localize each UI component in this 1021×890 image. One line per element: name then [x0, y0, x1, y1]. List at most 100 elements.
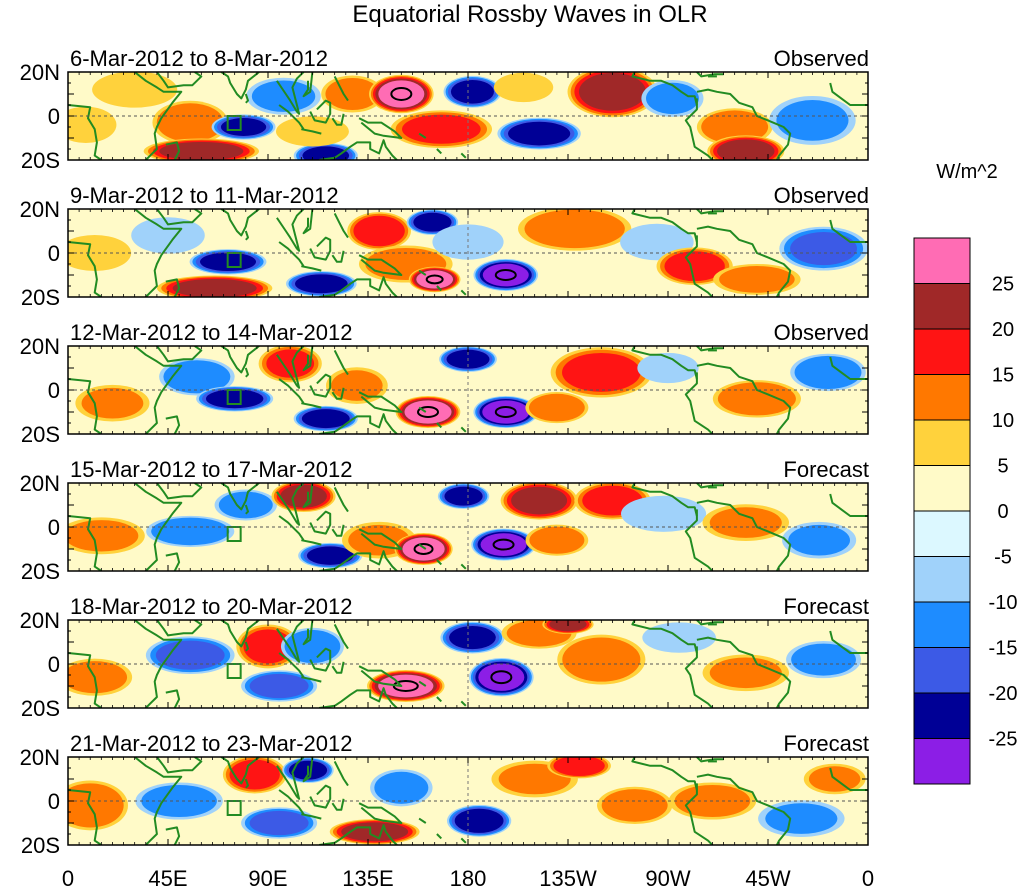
coastline: [278, 789, 305, 815]
coastline: [244, 230, 249, 241]
coastline: [829, 82, 868, 106]
colorbar: W/m^2 25 20 15 10 5 0 -5 -10 -15 -20 -25: [913, 161, 1018, 785]
anomaly-contour: [413, 212, 452, 232]
anomaly-contour: [374, 771, 429, 804]
coastlines: [68, 209, 868, 297]
coastline: [276, 209, 305, 252]
anomaly-contour: [229, 759, 280, 790]
coastline: [165, 826, 181, 845]
coastline: [696, 620, 724, 626]
coastline: [358, 254, 403, 276]
coastline: [684, 372, 714, 434]
coastline: [696, 225, 792, 297]
colorbar-label: -20: [989, 683, 1018, 705]
panel-kind: Forecast: [783, 594, 869, 619]
coastline: [436, 833, 443, 840]
x-tick-label: 135W: [539, 866, 597, 890]
coastline: [631, 72, 698, 106]
anomaly-contour: [156, 103, 224, 142]
coastline: [331, 661, 345, 674]
coastline: [333, 212, 349, 239]
colorbar-swatch: [913, 556, 971, 603]
anomaly-contour: [601, 789, 668, 822]
anomaly-field: [68, 757, 866, 845]
coastline: [631, 757, 698, 791]
anomaly-contour: [141, 784, 217, 818]
colorbar-label: -25: [989, 729, 1018, 751]
panel-4: 20N 0 20S 15-Mar-2012 to 17-Mar-2012 Forecas…: [20, 457, 869, 584]
coastline: [331, 113, 345, 126]
x-tick-label: 90E: [248, 866, 287, 890]
coastline: [460, 700, 467, 707]
coastline: [244, 93, 249, 104]
coastline: [829, 767, 868, 791]
coastline: [331, 524, 345, 537]
anomaly-contour: [249, 810, 309, 836]
anomaly-contour: [151, 517, 230, 546]
anomaly-contour: [331, 370, 383, 401]
colorbar-swatch: [913, 647, 971, 694]
coastlines: [68, 757, 868, 845]
anomaly-contour: [302, 146, 350, 160]
anomaly-contour: [68, 106, 117, 144]
anomaly-contour: [68, 783, 124, 828]
coastline: [684, 646, 714, 708]
anomaly-contour: [701, 110, 769, 144]
region-box: [226, 800, 242, 816]
coastline: [696, 499, 792, 571]
coastline: [333, 349, 349, 376]
coastline: [68, 378, 102, 434]
coastline: [165, 278, 181, 297]
anomaly-contour: [444, 486, 483, 506]
coastline: [460, 837, 467, 844]
coastline: [696, 346, 724, 352]
coastline: [302, 209, 314, 235]
coastline: [220, 483, 260, 511]
coastline: [684, 783, 714, 845]
anomaly-contour: [92, 72, 178, 108]
coastline: [278, 241, 305, 267]
colorbar-label: 25: [992, 274, 1014, 296]
anomaly-contour: [159, 141, 244, 160]
anomaly-contour: [717, 139, 775, 160]
coastline: [220, 209, 260, 237]
y-tick-label: 20N: [20, 197, 60, 222]
y-tick-label: 20S: [21, 559, 60, 584]
anomaly-contour: [68, 520, 139, 552]
anomaly-field: [68, 72, 856, 160]
anomaly-contour: [284, 629, 341, 663]
coastline: [302, 620, 314, 646]
coastline: [165, 689, 181, 708]
coastline: [68, 104, 102, 160]
coastline: [301, 539, 322, 546]
y-tick-label: 0: [48, 241, 60, 266]
coastline: [301, 813, 322, 820]
coastline: [436, 696, 443, 703]
panel-3: 20N 0 20S 12-Mar-2012 to 14-Mar-2012 Observe…: [20, 320, 869, 447]
colorbar-label: 0: [997, 501, 1008, 523]
coastline: [631, 209, 698, 243]
coastline: [696, 88, 792, 160]
colorbar-swatch: [913, 237, 971, 284]
panel-kind: Observed: [774, 46, 869, 71]
coastline: [358, 665, 403, 687]
coastline: [358, 802, 403, 824]
coastline: [696, 483, 724, 489]
coastline: [301, 128, 322, 135]
coastline: [318, 413, 398, 434]
coastline: [134, 483, 183, 571]
coastline: [318, 550, 398, 571]
coastline: [829, 630, 868, 654]
anomaly-contour: [131, 217, 205, 254]
coastline: [220, 346, 260, 374]
y-tick-label: 0: [48, 789, 60, 814]
anomaly-contour: [454, 808, 504, 833]
coastline: [309, 99, 332, 124]
coastline: [318, 824, 398, 845]
coastline: [436, 285, 443, 292]
region-box: [226, 252, 242, 268]
colorbar-label: 15: [992, 365, 1014, 387]
coastline: [418, 680, 427, 687]
anomaly-contour: [218, 491, 273, 519]
